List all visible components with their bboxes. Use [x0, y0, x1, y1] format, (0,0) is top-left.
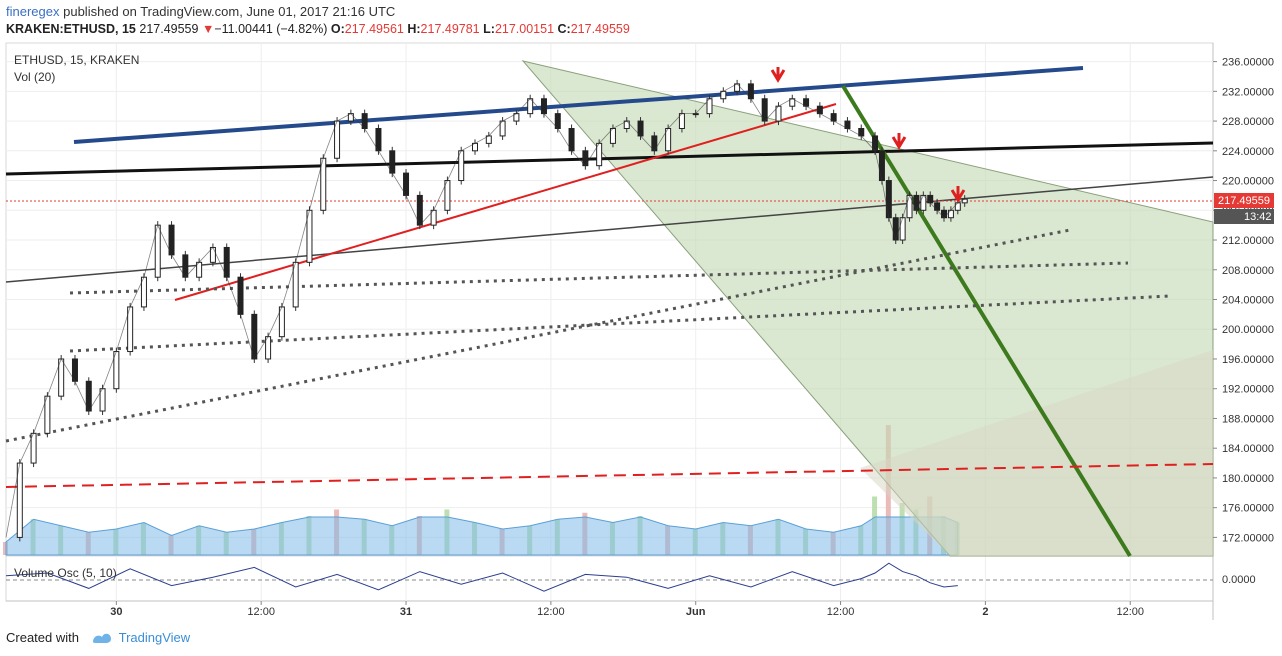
y-tick-label: 176.00000: [1222, 503, 1274, 515]
y-tick-label: 196.00000: [1222, 354, 1274, 366]
y-tick-label: 236.00000: [1222, 57, 1274, 69]
candle-body: [954, 202, 961, 211]
red-arrow-icon: [770, 67, 786, 83]
red-dashed-line: [5, 463, 1214, 488]
price-series: [5, 79, 968, 542]
y-tick-label: 208.00000: [1222, 265, 1274, 277]
y-tick-label: 180.00000: [1222, 473, 1274, 485]
x-tick-label: 30: [110, 606, 122, 618]
price-line: [5, 83, 965, 538]
y-tick-label: 204.00000: [1222, 295, 1274, 307]
axes: 172.00000 176.00000 180.00000 184.00000 188.…: [110, 57, 1274, 618]
publish-header: fineregex published on TradingView.com, …: [6, 4, 395, 19]
osc-zero-label: 0.0000: [1222, 574, 1256, 586]
y-tick-label: 192.00000: [1222, 384, 1274, 396]
candle-body: [927, 194, 934, 204]
red-trend-line: [174, 103, 837, 301]
tradingview-logo-icon: [91, 630, 113, 647]
volume-oscillator: [5, 562, 1213, 592]
drawings: [5, 60, 1214, 558]
candle-body: [899, 217, 906, 241]
x-tick-label: 2: [982, 606, 988, 618]
last-price: 217.49559: [139, 22, 199, 36]
low-label: L:: [483, 22, 495, 36]
legend-title: ETHUSD, 15, KRAKEN: [14, 53, 139, 67]
candle-body: [892, 217, 899, 241]
price-badge-timer: 13:42: [1244, 211, 1272, 223]
close-value: 217.49559: [570, 22, 630, 36]
y-tick-label: 232.00000: [1222, 86, 1274, 98]
wedge-fill-outer: [860, 350, 1213, 556]
legend-oscillator: Volume Osc (5, 10): [14, 566, 117, 580]
x-tick-label: 12:00: [1116, 606, 1144, 618]
candle-body: [885, 180, 892, 219]
open-label: O:: [330, 22, 345, 36]
x-tick-label: 12:00: [827, 606, 855, 618]
x-tick-label: 31: [400, 606, 412, 618]
red-arrow-icon: [891, 133, 907, 150]
y-tick-label: 184.00000: [1222, 443, 1274, 455]
price-badge-value: 217.49559: [1218, 195, 1270, 207]
dotted-line-1: [69, 261, 1129, 295]
grey-support-line: [5, 176, 1214, 283]
price-change: −11.00441 (−4.82%): [214, 22, 328, 36]
y-tick-label: 212.00000: [1222, 235, 1274, 247]
symbol-header: KRAKEN:ETHUSD, 15 217.49559 ▼−11.00441 (…: [6, 22, 630, 36]
change-arrow: ▼: [201, 22, 215, 36]
y-tick-label: 228.00000: [1222, 116, 1274, 128]
price-badge: 217.49559 13:42: [1214, 193, 1274, 224]
legend: ETHUSD, 15, KRAKEN Vol (20) Volume Osc (…: [14, 53, 139, 580]
low-value: 217.00151: [494, 22, 555, 36]
candle-body: [934, 202, 941, 211]
candle-body: [941, 209, 948, 219]
tradingview-brand-link[interactable]: TradingView: [118, 630, 191, 645]
y-tick-label: 188.00000: [1222, 413, 1274, 425]
y-tick-label: 200.00000: [1222, 324, 1274, 336]
blue-resistance-line: [73, 66, 1084, 144]
created-with-label: Created with: [6, 630, 79, 645]
black-horizontal-line: [5, 141, 1214, 176]
x-tick-label: 12:00: [537, 606, 565, 618]
y-tick-label: 172.00000: [1222, 532, 1274, 544]
x-tick-label: Jun: [686, 606, 706, 618]
candle-body: [913, 194, 920, 211]
footer: Created with TradingView: [6, 630, 190, 647]
markers: [770, 67, 966, 203]
osc-line: [5, 562, 958, 592]
legend-volume: Vol (20): [14, 70, 55, 84]
volume-ma-area: [5, 516, 959, 556]
y-tick-label: 220.00000: [1222, 176, 1274, 188]
y-tick-label: 224.00000: [1222, 146, 1274, 158]
candle-body: [947, 209, 954, 219]
high-value: 217.49781: [420, 22, 480, 36]
symbol-name: KRAKEN:ETHUSD, 15: [6, 22, 136, 36]
green-down-line: [841, 84, 1132, 558]
red-arrow-icon: [950, 186, 966, 203]
candle-body: [878, 150, 885, 182]
author-link[interactable]: fineregex: [6, 4, 60, 19]
open-value: 217.49561: [344, 22, 404, 36]
high-label: H:: [407, 22, 421, 36]
x-tick-label: 12:00: [247, 606, 275, 618]
published-text: published on TradingView.com, June 01, 2…: [63, 4, 396, 19]
close-label: C:: [557, 22, 571, 36]
